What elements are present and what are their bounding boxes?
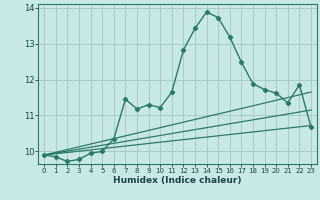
X-axis label: Humidex (Indice chaleur): Humidex (Indice chaleur) — [113, 176, 242, 185]
